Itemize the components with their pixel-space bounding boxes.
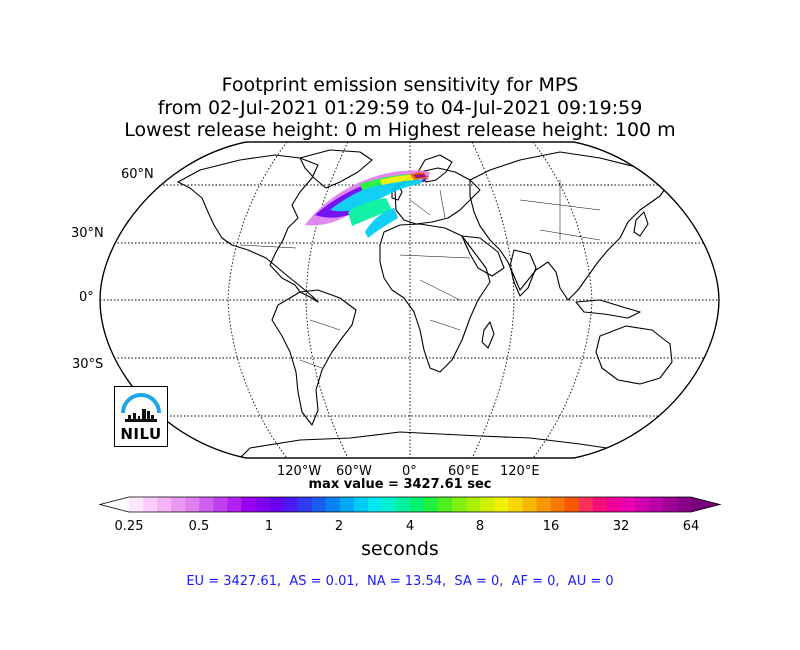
colorbar-segment: [410, 497, 425, 512]
colorbar-segment: [269, 497, 285, 512]
colorbar-segment: [634, 497, 650, 512]
colorbar-segment: [157, 497, 172, 512]
colorbar-tick: 2: [334, 519, 344, 534]
japan: [633, 211, 649, 237]
colorbar-segment: [522, 497, 538, 512]
colorbar-segment: [620, 497, 636, 512]
colorbar-segment: [199, 497, 214, 512]
country-borders: [239, 180, 601, 369]
colorbar-segment: [550, 497, 566, 512]
indonesia: [575, 299, 641, 319]
lat-label-60n: 60°N: [121, 167, 154, 182]
colorbar-tick: 0.25: [114, 519, 144, 534]
scandinavia: [417, 154, 453, 183]
madagascar: [481, 321, 495, 349]
new-zealand: [691, 377, 701, 401]
colorbar-outline: [98, 496, 722, 513]
colorbar-segment: [395, 497, 411, 512]
colorbar-segment: [283, 497, 299, 512]
greenland: [299, 149, 373, 189]
colorbar-tick: 32: [612, 519, 630, 534]
africa: [379, 223, 491, 373]
colorbar-segment: [325, 497, 341, 512]
colorbar-tick: 8: [475, 519, 485, 534]
emission-sensitivity-plume: [305, 170, 430, 238]
lat-label-30s: 30°S: [72, 357, 104, 372]
colorbar-segment: [466, 497, 481, 512]
north-america: [177, 154, 319, 303]
india: [509, 249, 537, 297]
colorbar-segment: [606, 497, 622, 512]
colorbar-segment: [592, 497, 608, 512]
colorbar-segment: [143, 497, 158, 512]
south-america: [271, 289, 357, 426]
max-value-label: max value = 3427.61 sec: [308, 477, 492, 492]
colorbar-segment: [297, 497, 313, 512]
colorbar-segment: [578, 497, 594, 512]
longitude-gridlines: [227, 142, 593, 458]
lon-label-60e: 60°E: [448, 464, 480, 479]
nilu-logo: NILU: [114, 386, 168, 447]
colorbar-segment: [564, 497, 580, 512]
colorbar-segment: [676, 497, 692, 512]
europe: [394, 167, 481, 225]
lon-label-120e: 120°E: [500, 464, 540, 479]
colorbar-under-arrow: [100, 497, 129, 512]
colorbar-segment: [171, 497, 186, 512]
title-line-1: Footprint emission sensitivity for MPS: [221, 74, 579, 96]
colorbar-segment: [494, 497, 509, 512]
colorbar-segment: [129, 497, 144, 512]
colorbar-tick: 4: [405, 519, 415, 534]
title-line-2: from 02-Jul-2021 01:29:59 to 04-Jul-2021…: [157, 97, 643, 119]
colorbar-segment: [227, 497, 242, 512]
nilu-logo-icon: [121, 393, 161, 422]
antarctica: [239, 431, 621, 458]
australia: [595, 325, 673, 385]
colorbar-tick: 16: [542, 519, 560, 534]
colorbar-segment: [339, 497, 355, 512]
region-values: EU = 3427.61, AS = 0.01, NA = 13.54, SA …: [186, 574, 614, 589]
colorbar-segment: [185, 497, 200, 512]
title-line-3: Lowest release height: 0 m Highest relea…: [124, 119, 676, 141]
colorbar-segment: [255, 497, 271, 512]
colorbar-segment: [480, 497, 495, 512]
colorbar-segment: [424, 497, 439, 512]
colorbar-segment: [213, 497, 228, 512]
colorbar-segment: [648, 497, 664, 512]
colorbar-segment: [381, 497, 397, 512]
colorbar-segment: [353, 497, 369, 512]
arabia: [461, 235, 505, 277]
colorbar-segment: [452, 497, 467, 512]
colorbar-segment: [311, 497, 327, 512]
colorbar-tick: 64: [682, 519, 700, 534]
colorbar-tick: 1: [264, 519, 274, 534]
colorbar-segment: [536, 497, 552, 512]
colorbar-segment: [367, 497, 383, 512]
colorbar-segment: [438, 497, 453, 512]
nilu-logo-text: NILU: [120, 425, 162, 443]
lat-label-0: 0°: [79, 290, 94, 305]
lon-label-60w: 60°W: [336, 464, 372, 479]
colorbar-units-label: seconds: [361, 538, 439, 560]
lon-label-0: 0°: [402, 464, 417, 479]
colorbar-segment: [662, 497, 678, 512]
colorbar-over-arrow: [691, 497, 720, 512]
colorbar-segment: [241, 497, 257, 512]
colorbar-tick: 0.5: [188, 519, 210, 534]
colorbar-segment: [508, 497, 523, 512]
lat-label-30n: 30°N: [71, 226, 104, 241]
colorbar: [98, 496, 722, 513]
lon-label-120w: 120°W: [277, 464, 322, 479]
